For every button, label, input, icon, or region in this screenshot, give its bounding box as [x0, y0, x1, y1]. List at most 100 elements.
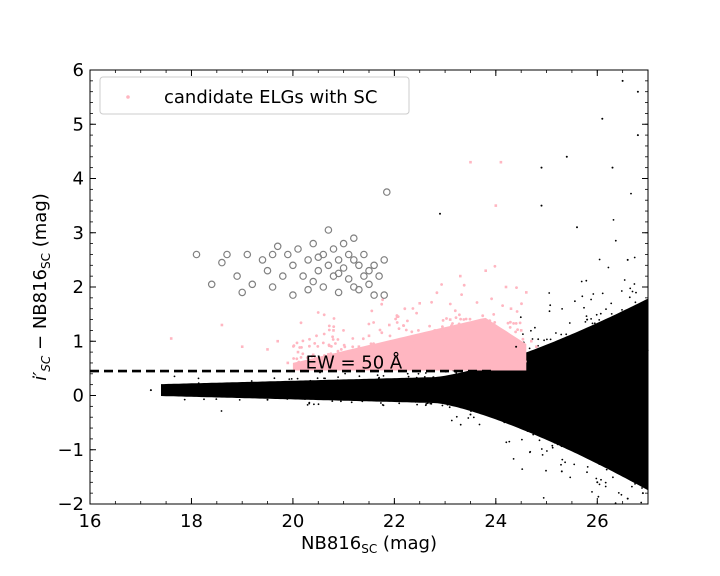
field-galaxy-point	[220, 389, 223, 392]
field-galaxy-point	[595, 353, 598, 356]
candidate-elg-point	[308, 344, 311, 348]
field-galaxy-point	[282, 396, 285, 399]
candidate-elg-point	[506, 321, 510, 325]
field-galaxy-point	[323, 382, 325, 385]
candidate-elg-point	[458, 313, 461, 317]
field-galaxy-point	[351, 391, 354, 394]
candidate-elg-point	[308, 337, 311, 341]
field-galaxy-point	[432, 394, 435, 396]
field-galaxy-point	[632, 350, 635, 353]
field-galaxy-point	[643, 462, 646, 465]
candidate-elg-point	[412, 348, 416, 351]
field-galaxy-point	[584, 321, 587, 323]
field-galaxy-point	[472, 416, 475, 419]
field-galaxy-point	[610, 350, 613, 352]
field-galaxy-point	[566, 441, 569, 443]
field-galaxy-point	[514, 399, 517, 402]
field-galaxy-point	[585, 363, 587, 365]
candidate-elg-point	[402, 366, 406, 369]
candidate-elg-point	[295, 341, 299, 345]
field-galaxy-point	[625, 325, 628, 328]
field-galaxy-point	[572, 357, 575, 359]
candidate-elg-point	[373, 364, 376, 367]
field-galaxy-point	[545, 369, 548, 372]
field-galaxy-point	[353, 392, 356, 395]
field-galaxy-point	[610, 302, 613, 305]
field-galaxy-point	[506, 409, 508, 411]
field-galaxy-point	[560, 445, 563, 448]
field-galaxy-point	[292, 384, 295, 387]
field-galaxy-point	[634, 301, 637, 304]
field-galaxy-point	[562, 395, 564, 398]
field-galaxy-point	[573, 378, 575, 381]
field-galaxy-point	[565, 397, 567, 400]
candidate-elg-point	[369, 352, 373, 356]
field-galaxy-point	[538, 405, 541, 408]
field-galaxy-point	[543, 412, 546, 415]
field-galaxy-point	[616, 407, 619, 410]
field-galaxy-point	[590, 318, 592, 320]
field-galaxy-point	[448, 394, 451, 397]
field-galaxy-point	[591, 322, 594, 325]
field-galaxy-point	[485, 388, 487, 390]
field-galaxy-point	[638, 460, 641, 463]
candidate-elg-point	[475, 329, 479, 333]
field-galaxy-point	[347, 387, 349, 390]
candidate-elg-point	[492, 313, 496, 316]
field-galaxy-point	[606, 365, 609, 368]
field-galaxy-point	[514, 418, 517, 421]
field-galaxy-point	[435, 387, 438, 390]
candidate-elg-point	[474, 323, 477, 327]
field-galaxy-point	[474, 380, 476, 383]
field-galaxy-point	[464, 389, 466, 391]
candidate-elg-point	[522, 365, 526, 368]
emitter-circle-point	[289, 291, 297, 299]
field-galaxy-point	[621, 409, 623, 412]
field-galaxy-point	[464, 386, 467, 389]
field-galaxy-point	[561, 432, 564, 434]
field-galaxy-point	[558, 389, 561, 391]
field-galaxy-point	[600, 455, 603, 458]
field-galaxy-point	[273, 377, 276, 380]
candidate-elg-point	[422, 334, 425, 338]
field-galaxy-point	[516, 394, 518, 397]
emitter-circle-point	[360, 272, 368, 280]
field-galaxy-point	[336, 379, 339, 382]
field-galaxy-point	[540, 423, 542, 426]
field-galaxy-point	[602, 422, 605, 424]
field-galaxy-point	[443, 376, 446, 379]
field-galaxy-point	[539, 348, 542, 351]
field-galaxy-point	[640, 350, 643, 353]
field-galaxy-point	[568, 406, 570, 409]
field-galaxy-point	[598, 408, 600, 411]
field-galaxy-point	[549, 344, 551, 346]
candidate-elg-point	[441, 350, 445, 353]
candidate-elg-point	[446, 344, 450, 347]
emitter-circle-point	[268, 250, 277, 259]
candidate-elg-point	[478, 366, 481, 370]
candidate-elg-point	[298, 346, 302, 349]
emitter-circle-point	[192, 250, 201, 259]
field-galaxy-point	[611, 366, 614, 369]
field-galaxy-point	[403, 388, 406, 390]
field-galaxy-point	[631, 333, 634, 336]
field-galaxy-point	[357, 384, 360, 387]
field-galaxy-point	[556, 443, 559, 446]
field-galaxy-point	[595, 477, 598, 480]
field-galaxy-point	[497, 392, 500, 395]
field-galaxy-point	[636, 435, 639, 437]
emitter-circle-point	[263, 266, 272, 275]
field-galaxy-point	[410, 385, 413, 387]
field-galaxy-point	[268, 385, 270, 388]
candidate-elg-point	[397, 327, 401, 330]
field-galaxy-point	[360, 382, 362, 385]
candidate-elg-point	[448, 318, 452, 321]
emitter-circle-point	[380, 256, 389, 264]
field-galaxy-point	[589, 349, 592, 352]
field-galaxy-point	[583, 454, 586, 457]
field-galaxy-point	[561, 437, 564, 439]
field-galaxy-point	[579, 400, 581, 402]
candidate-elg-point	[512, 322, 515, 325]
candidate-elg-point	[525, 291, 528, 294]
field-galaxy-point	[529, 393, 532, 396]
